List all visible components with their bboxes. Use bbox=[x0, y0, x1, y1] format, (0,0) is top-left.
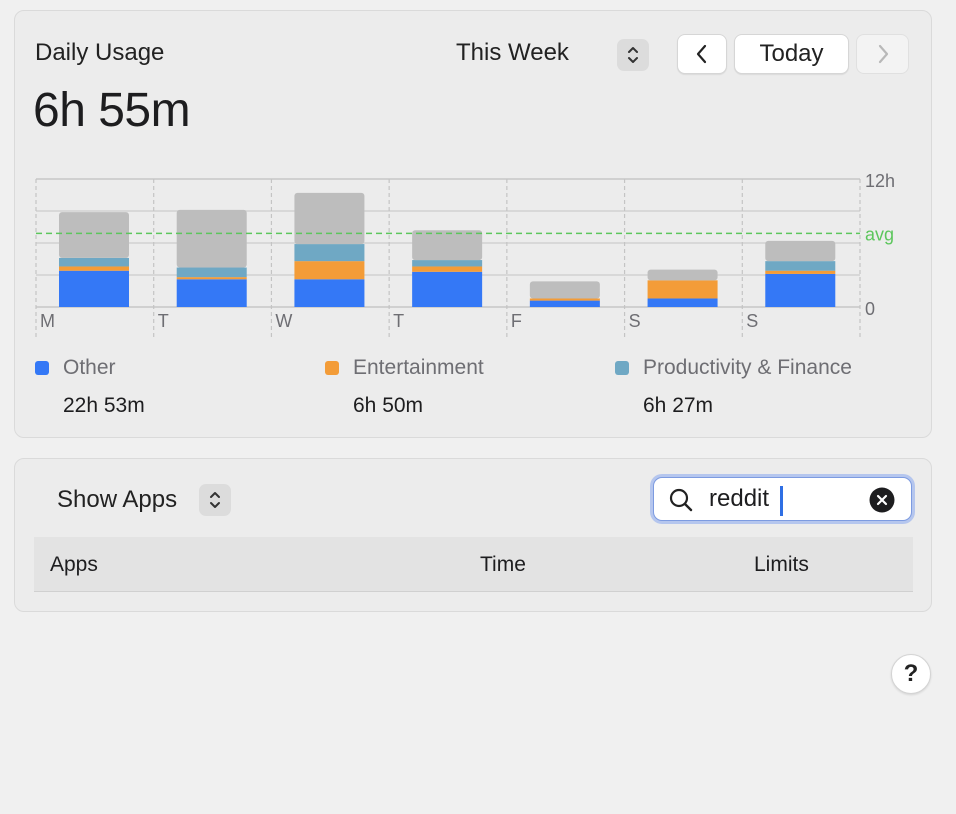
bar-segment bbox=[765, 261, 836, 271]
column-header-apps[interactable]: Apps bbox=[50, 553, 98, 576]
bar-segment bbox=[176, 267, 247, 278]
legend-value: 6h 27m bbox=[643, 394, 714, 417]
bar-segment bbox=[412, 266, 483, 272]
legend-swatch-entertainment bbox=[325, 361, 339, 375]
bar-segment bbox=[412, 230, 483, 261]
clear-search-icon[interactable] bbox=[869, 487, 895, 513]
bar-segment bbox=[294, 192, 365, 245]
bar-segment bbox=[765, 273, 836, 307]
bar-segment bbox=[176, 209, 247, 268]
bar-segment bbox=[765, 240, 836, 262]
search-icon bbox=[669, 488, 693, 512]
period-stepper[interactable] bbox=[617, 39, 649, 71]
legend-name: Entertainment bbox=[353, 356, 484, 379]
apps-table-header: Apps Time Limits bbox=[34, 537, 913, 592]
total-usage: 6h 55m bbox=[33, 84, 191, 137]
bar-segment bbox=[647, 269, 718, 281]
bar-segment bbox=[412, 260, 483, 267]
bar-segment bbox=[176, 277, 247, 280]
help-button[interactable]: ? bbox=[891, 654, 931, 694]
legend-swatch-other bbox=[35, 361, 49, 375]
bar-segment bbox=[59, 266, 129, 271]
y-tick-label: 0 bbox=[865, 299, 875, 319]
bar-segment bbox=[529, 298, 600, 301]
show-apps-stepper[interactable] bbox=[199, 484, 231, 516]
x-tick-label: W bbox=[275, 311, 292, 331]
x-tick-label: F bbox=[511, 311, 522, 331]
x-tick-label: T bbox=[393, 311, 404, 331]
bar-segment bbox=[59, 257, 129, 267]
search-focus-ring bbox=[650, 474, 915, 524]
legend-value: 22h 53m bbox=[63, 394, 145, 417]
y-tick-label: 12h bbox=[865, 171, 895, 191]
show-apps-label[interactable]: Show Apps bbox=[57, 486, 178, 513]
apps-panel: Show Apps Apps Time Limits bbox=[14, 458, 932, 612]
legend-value: 6h 50m bbox=[353, 394, 424, 417]
bar-segment bbox=[529, 281, 600, 299]
bar-segment bbox=[59, 212, 129, 258]
chevron-up-down-icon bbox=[210, 492, 220, 508]
x-tick-label: S bbox=[629, 311, 641, 331]
text-caret bbox=[780, 486, 783, 516]
legend-swatch-productivity bbox=[615, 361, 629, 375]
daily-usage-panel: Daily Usage 6h 55m This Week Today M T W T F… bbox=[14, 10, 932, 438]
bar-segment bbox=[294, 279, 365, 307]
bar-segment bbox=[294, 261, 365, 280]
bar-segment bbox=[412, 271, 483, 307]
bar-segment bbox=[529, 300, 600, 307]
bar-segment bbox=[647, 280, 718, 299]
page-title: Daily Usage bbox=[35, 39, 165, 66]
bar-segment bbox=[59, 270, 129, 307]
bar-segment bbox=[647, 298, 718, 307]
next-week-button[interactable] bbox=[856, 34, 909, 74]
column-header-limits[interactable]: Limits bbox=[754, 553, 809, 576]
today-button[interactable]: Today bbox=[734, 34, 849, 74]
bar-segment bbox=[176, 279, 247, 307]
chevron-up-down-icon bbox=[628, 47, 638, 63]
column-header-time[interactable]: Time bbox=[480, 553, 526, 576]
legend-name: Productivity & Finance bbox=[643, 356, 852, 379]
bar-segment bbox=[294, 244, 365, 262]
average-label: avg bbox=[865, 224, 894, 244]
previous-week-button[interactable] bbox=[677, 34, 727, 74]
x-tick-label: M bbox=[40, 311, 55, 331]
period-label[interactable]: This Week bbox=[456, 39, 569, 66]
chevron-left-icon bbox=[696, 44, 707, 64]
legend-name: Other bbox=[63, 356, 116, 379]
x-tick-label: S bbox=[746, 311, 758, 331]
chevron-right-icon bbox=[878, 44, 888, 64]
x-tick-label: T bbox=[158, 311, 169, 331]
search-field[interactable] bbox=[653, 477, 912, 521]
bar-segment bbox=[765, 270, 836, 274]
search-input[interactable] bbox=[709, 482, 859, 516]
